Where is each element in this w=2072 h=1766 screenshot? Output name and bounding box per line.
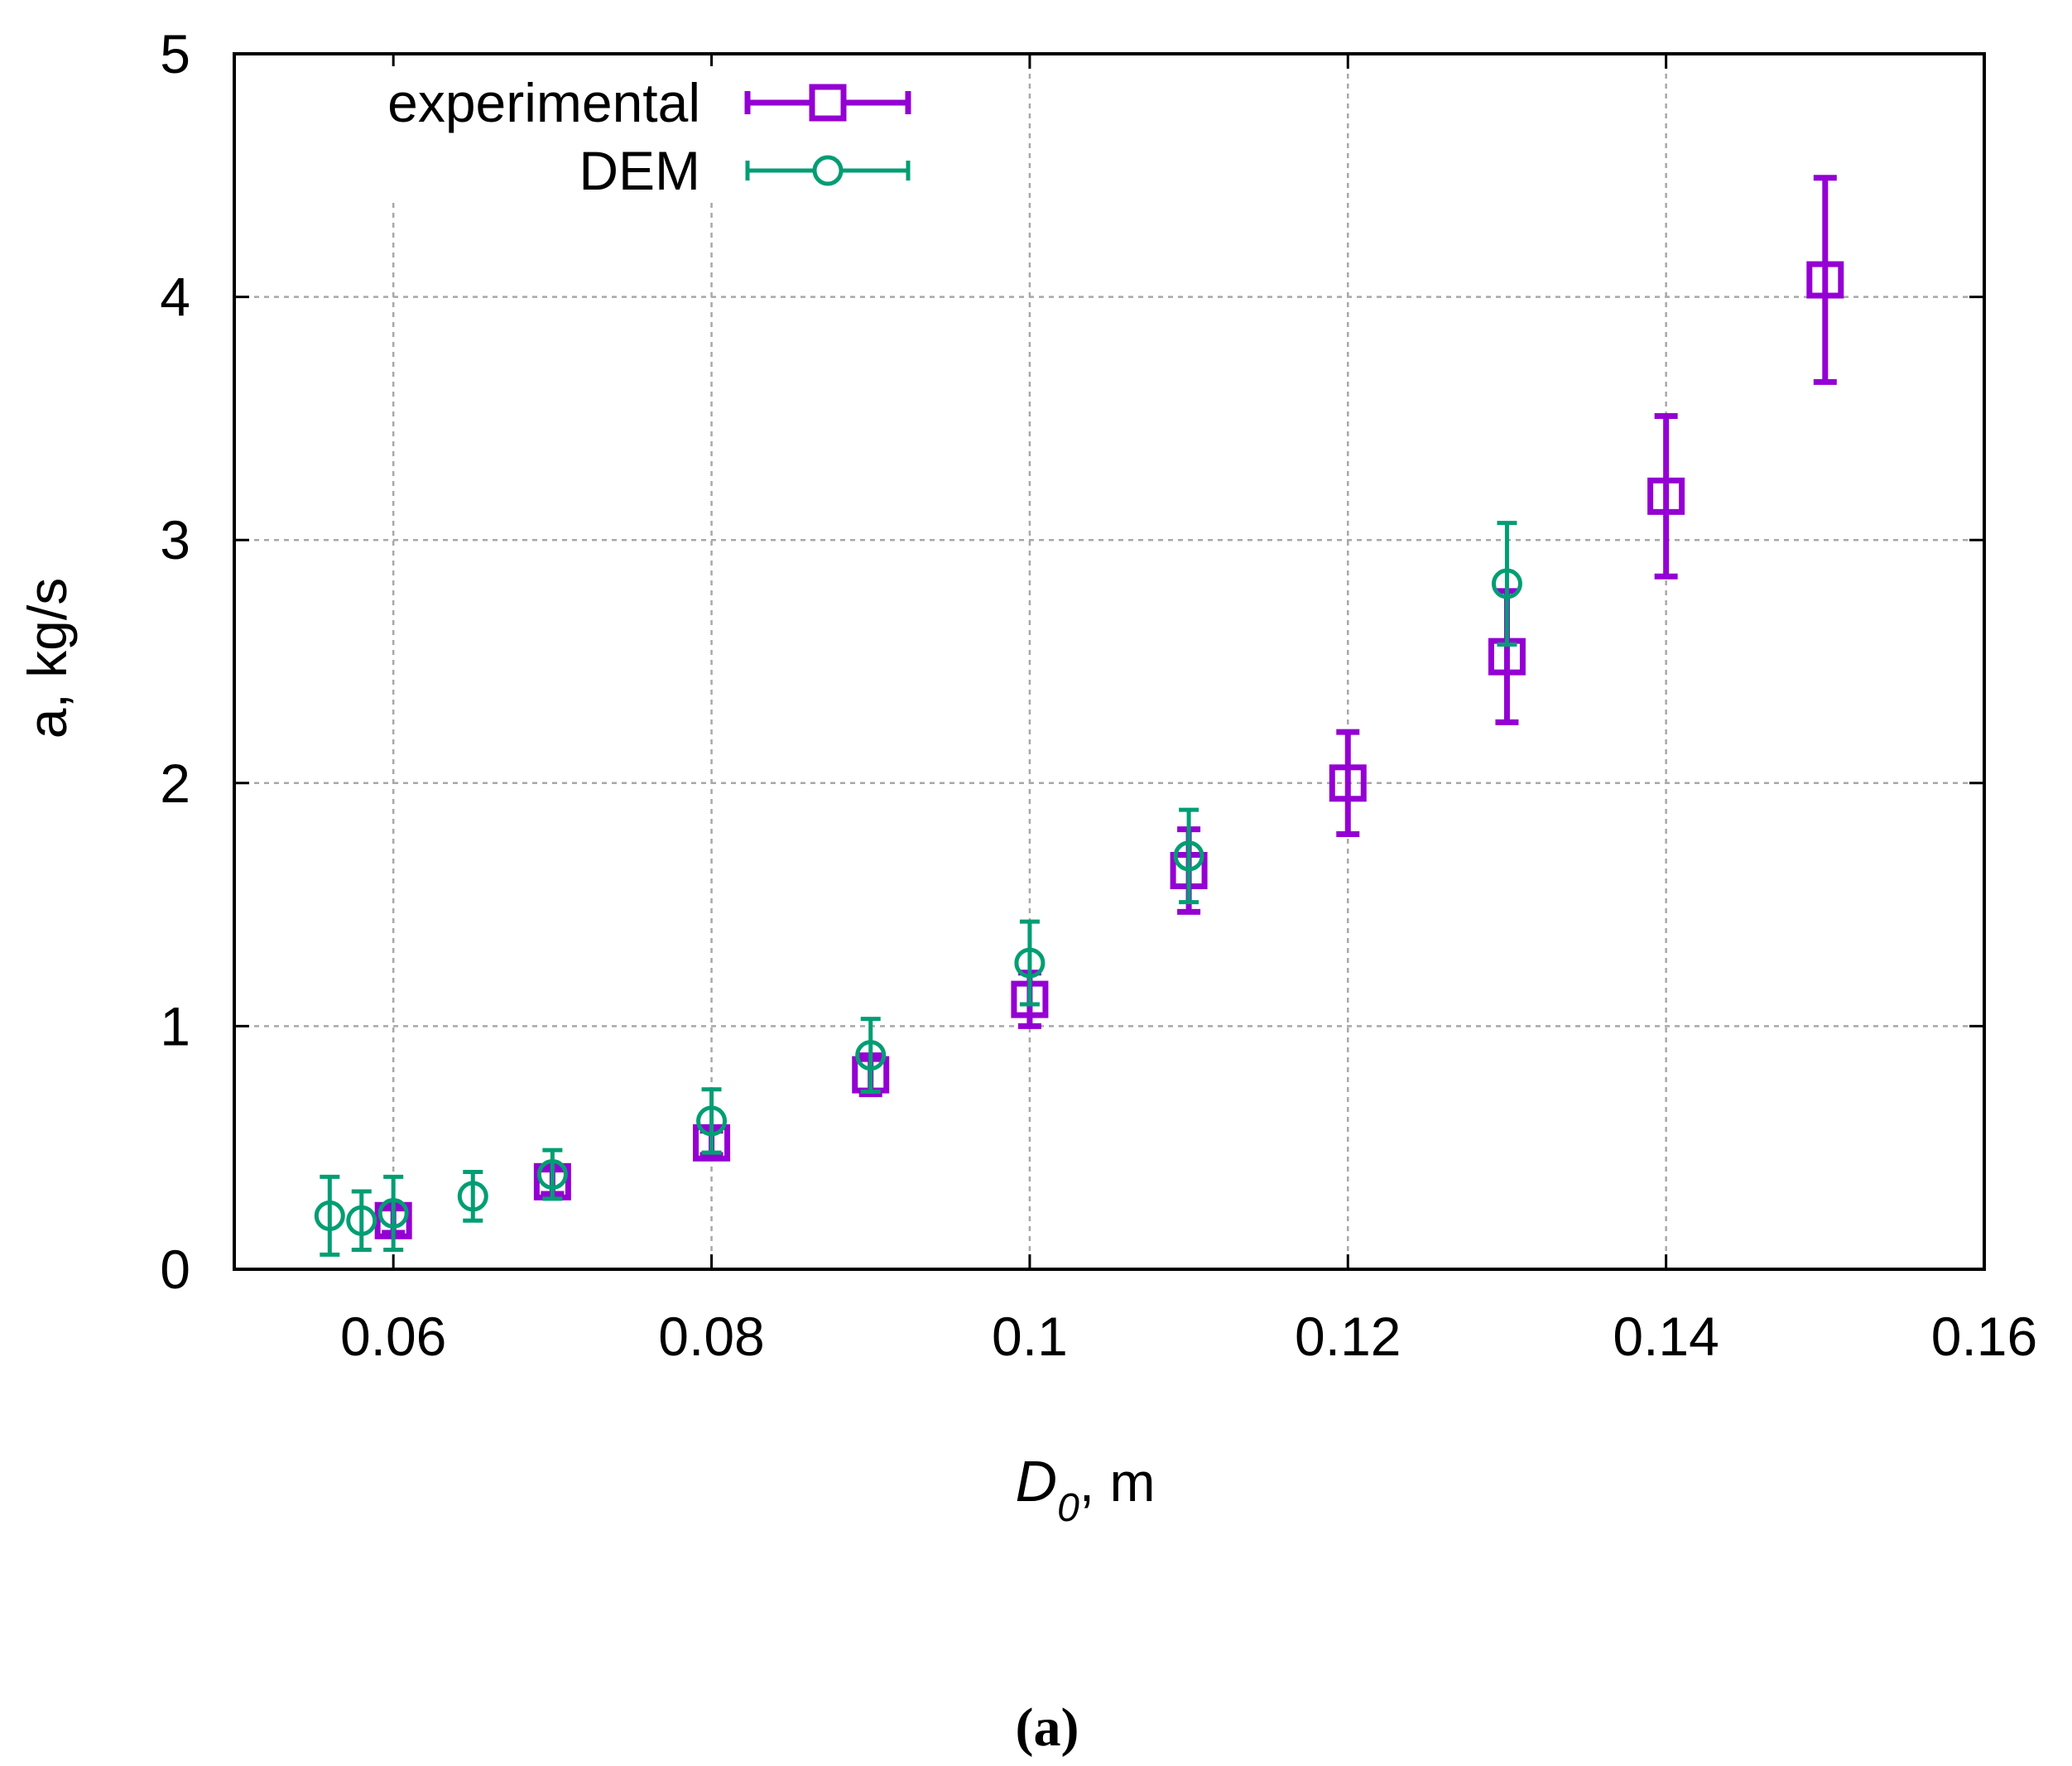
- dem-point: [346, 1189, 377, 1253]
- legend-label: DEM: [579, 140, 700, 201]
- circle-marker: [855, 1040, 887, 1071]
- x-tick-label: 0.14: [1613, 1306, 1719, 1367]
- grid: [234, 54, 1984, 1269]
- circle-marker: [314, 1200, 345, 1231]
- legend-circle-marker: [812, 155, 844, 186]
- experimental-point: [1806, 175, 1844, 385]
- x-axis-label: D0, m: [1016, 1449, 1156, 1530]
- series-layer: [314, 175, 1844, 1257]
- series-experimental: [374, 175, 1844, 1239]
- legend-item-dem: DEM: [579, 140, 911, 201]
- y-tick-label: 3: [160, 509, 190, 570]
- x-tick-label: 0.06: [340, 1306, 446, 1367]
- dem-point: [536, 1148, 568, 1201]
- dem-point: [1014, 919, 1046, 1007]
- legend-square-marker: [809, 84, 847, 122]
- legend-item-experimental: experimental: [387, 72, 911, 133]
- circle-marker: [377, 1197, 409, 1229]
- y-tick-label: 4: [160, 267, 190, 328]
- x-tick-label: 0.16: [1931, 1306, 2037, 1367]
- square-marker: [1329, 764, 1367, 802]
- y-axis-label: a, kg/s: [17, 578, 78, 739]
- y-tick-label: 0: [160, 1239, 190, 1300]
- tick-labels: 0.06 0.08 0.1 0.12 0.14 0.16 0 1 2 3 4 5: [160, 23, 2037, 1367]
- dem-point: [855, 1017, 887, 1095]
- experimental-point: [1647, 412, 1685, 580]
- series-dem: [314, 521, 1522, 1257]
- x-tick-label: 0.12: [1295, 1306, 1401, 1367]
- x-axis-label-sub: 0: [1057, 1486, 1079, 1530]
- y-tick-label: 2: [160, 753, 190, 814]
- dem-point: [1491, 521, 1522, 647]
- dem-point: [696, 1087, 728, 1155]
- dem-point: [377, 1174, 409, 1253]
- y-tick-label: 1: [160, 995, 190, 1056]
- circle-marker: [1173, 840, 1204, 872]
- x-axis-label-suffix: , m: [1079, 1451, 1156, 1513]
- plot-frame: [233, 52, 1986, 1271]
- x-axis-label-main: D: [1016, 1449, 1058, 1513]
- legend: experimental DEM: [327, 66, 923, 203]
- circle-marker: [457, 1181, 488, 1212]
- circle-marker: [1014, 947, 1046, 979]
- figure-caption: (a): [1016, 1697, 1079, 1758]
- y-tick-label: 5: [160, 23, 190, 84]
- square-marker: [1647, 477, 1685, 515]
- legend-label: experimental: [387, 72, 700, 133]
- square-marker: [1806, 261, 1844, 299]
- x-tick-label: 0.08: [658, 1306, 764, 1367]
- circle-marker: [346, 1205, 377, 1236]
- dem-point: [314, 1174, 345, 1257]
- x-tick-label: 0.1: [992, 1306, 1068, 1367]
- circle-marker: [536, 1158, 568, 1190]
- experimental-point: [1329, 729, 1367, 837]
- dem-point: [1173, 807, 1204, 905]
- axis-ticks: [234, 52, 1984, 1271]
- circle-marker: [1491, 568, 1522, 599]
- circle-marker: [696, 1105, 728, 1137]
- dem-point: [457, 1170, 488, 1223]
